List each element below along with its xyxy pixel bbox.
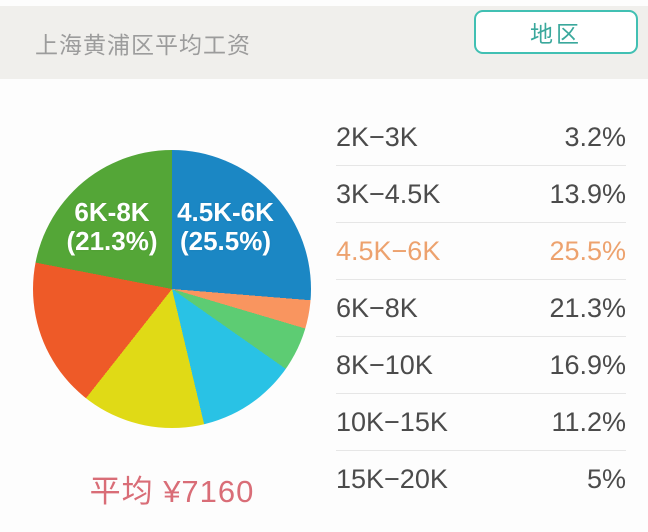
header-bar: 上海黄浦区平均工资 地区 (0, 6, 648, 79)
table-row[interactable]: 10K−15K 11.2% (336, 394, 626, 451)
salary-percent: 21.3% (549, 292, 626, 323)
pie-circle[interactable] (33, 150, 311, 428)
pie-chart[interactable]: 6K-8K (21.3%) 4.5K-6K (25.5%) (33, 150, 311, 428)
table-row[interactable]: 6K−8K 21.3% (336, 280, 626, 337)
pie-label-4-5k-6k: 4.5K-6K (25.5%) (153, 198, 298, 256)
salary-range: 3K−4.5K (336, 178, 441, 209)
table-row[interactable]: 3K−4.5K 13.9% (336, 166, 626, 223)
pie-label-6k-8k: 6K-8K (21.3%) (37, 198, 187, 256)
table-row[interactable]: 4.5K−6K 25.5% (336, 223, 626, 280)
pie-label-range: 4.5K-6K (177, 197, 274, 227)
salary-percent: 16.9% (549, 349, 626, 380)
salary-percent: 13.9% (549, 178, 626, 209)
salary-percent: 25.5% (549, 235, 626, 266)
salary-distribution-table: 2K−3K 3.2% 3K−4.5K 13.9% 4.5K−6K 25.5% 6… (336, 109, 626, 508)
table-row[interactable]: 15K−20K 5% (336, 451, 626, 508)
pie-label-range: 6K-8K (74, 197, 150, 227)
salary-range: 10K−15K (336, 406, 448, 437)
salary-range: 6K−8K (336, 292, 418, 323)
average-salary-label: 平均 ¥7160 (89, 474, 255, 509)
pie-label-percent: (25.5%) (179, 226, 272, 256)
pie-label-percent: (21.3%) (66, 226, 158, 256)
table-row[interactable]: 8K−10K 16.9% (336, 337, 626, 394)
page-title: 上海黄浦区平均工资 (35, 31, 251, 58)
region-button[interactable]: 地区 (474, 10, 638, 54)
salary-range: 8K−10K (336, 349, 433, 380)
salary-range: 4.5K−6K (336, 235, 441, 266)
salary-range: 2K−3K (336, 121, 418, 152)
salary-range: 15K−20K (336, 464, 448, 494)
table-row[interactable]: 2K−3K 3.2% (336, 109, 626, 166)
salary-percent: 3.2% (564, 121, 626, 152)
salary-percent: 11.2% (551, 406, 626, 437)
salary-percent: 5% (586, 464, 626, 494)
